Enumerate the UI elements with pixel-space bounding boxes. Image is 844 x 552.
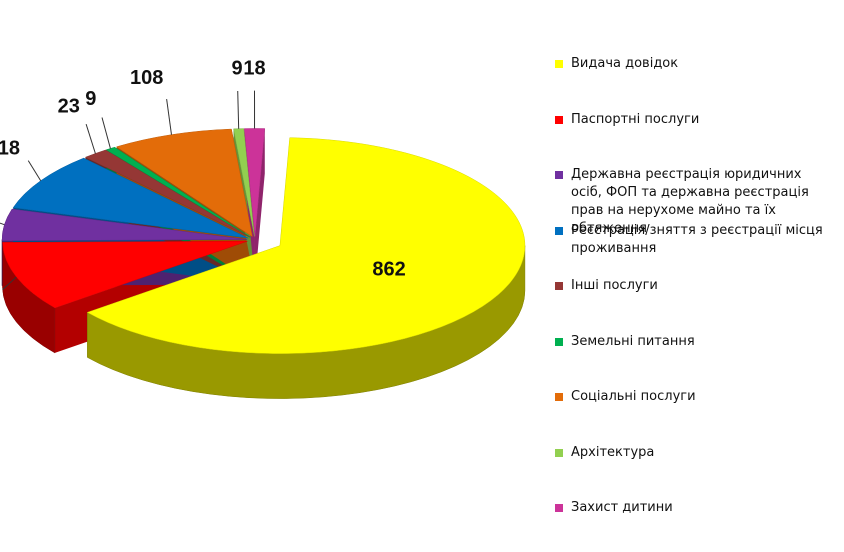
legend-swatch xyxy=(555,448,563,457)
legend-label: Інші послуги xyxy=(571,278,658,293)
legend-item: Архітектура xyxy=(555,444,835,462)
legend-item: Земельні питання xyxy=(555,333,835,351)
legend-label: Земельні питання xyxy=(571,333,695,349)
legend-label: Реєстрація/зняття з реєстрації місця про… xyxy=(571,222,823,256)
data-label: 18 xyxy=(243,57,265,79)
leader-line xyxy=(85,123,96,154)
legend-swatch xyxy=(555,282,563,290)
legend-swatch xyxy=(555,337,563,346)
slice-face xyxy=(254,128,265,282)
legend-item: Інші послуги xyxy=(555,277,835,295)
leader-line xyxy=(101,117,111,149)
tops xyxy=(1,128,526,354)
slice xyxy=(233,128,255,237)
leader-line xyxy=(166,98,172,135)
legend-label: Архітектура xyxy=(571,444,655,460)
slice xyxy=(86,137,526,354)
legend-swatch xyxy=(555,171,563,179)
data-label: 23 xyxy=(58,96,80,118)
legend-label: Захист дитини xyxy=(571,500,673,515)
labels: 86214164118239108918 xyxy=(0,57,406,290)
slice xyxy=(12,157,249,239)
legend-swatch xyxy=(555,226,563,235)
legend-swatch xyxy=(555,504,563,512)
legend-item: Соціальні послуги xyxy=(555,388,835,406)
legend-item: Державна реєстрація юридичних осіб, ФОП … xyxy=(555,166,835,238)
legend-item: Паспортні послуги xyxy=(555,111,835,129)
leader-line xyxy=(27,160,42,181)
legend-swatch xyxy=(555,115,563,124)
legend-item: Видача довідок xyxy=(555,55,835,73)
slice xyxy=(2,240,248,309)
legend-label: Соціальні послуги xyxy=(571,389,696,404)
legend-item: Захист дитини xyxy=(555,499,835,517)
legend-label: Видача довідок xyxy=(571,56,679,71)
legend-swatch xyxy=(555,393,563,401)
leader-line xyxy=(0,222,5,226)
legend-label: Паспортні послуги xyxy=(571,111,700,127)
data-label: 9 xyxy=(85,88,96,110)
leader-line xyxy=(237,90,240,129)
legend-item: Реєстрація/зняття з реєстрації місця про… xyxy=(555,222,835,258)
legend-label: Державна реєстрація юридичних осіб, ФОП … xyxy=(571,167,809,236)
data-label: 118 xyxy=(0,137,20,159)
data-label: 108 xyxy=(130,67,163,89)
data-label: 862 xyxy=(372,258,405,280)
leader-line xyxy=(2,276,17,290)
legend-swatch xyxy=(555,60,563,68)
slice xyxy=(84,149,251,238)
data-label: 9 xyxy=(232,58,243,80)
slice xyxy=(1,208,248,241)
